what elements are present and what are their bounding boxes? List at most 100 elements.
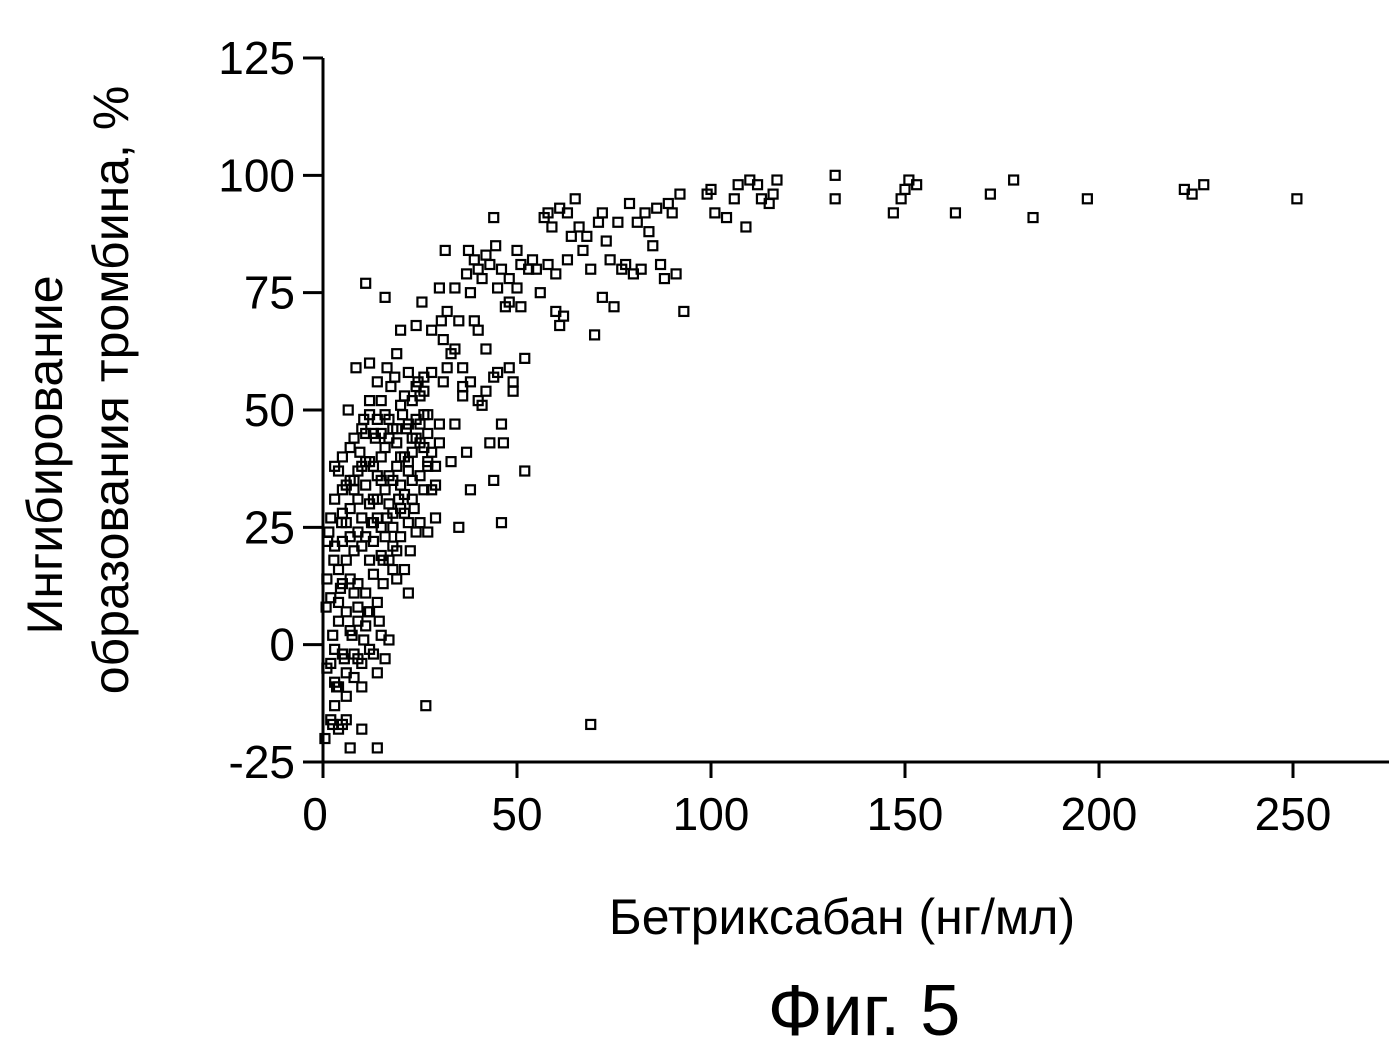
data-point xyxy=(356,512,368,524)
data-point xyxy=(460,446,473,458)
y-tick-label: -25 xyxy=(229,736,295,788)
data-point xyxy=(332,563,345,576)
data-point xyxy=(375,427,387,440)
data-point xyxy=(631,216,643,228)
y-tick-label: 25 xyxy=(244,501,295,553)
data-point xyxy=(356,681,368,693)
data-point xyxy=(581,230,593,242)
data-point xyxy=(395,531,407,543)
data-point xyxy=(453,315,465,327)
data-point xyxy=(476,399,488,411)
data-point xyxy=(371,742,383,754)
data-point xyxy=(472,263,484,275)
data-point xyxy=(519,352,531,364)
data-point xyxy=(449,343,461,355)
data-point xyxy=(404,545,416,557)
data-point xyxy=(437,376,449,388)
data-point xyxy=(422,427,434,440)
data-point xyxy=(344,742,356,754)
data-point xyxy=(596,207,608,219)
x-tick-label: 250 xyxy=(1255,788,1332,840)
data-point xyxy=(410,319,422,332)
data-point xyxy=(433,418,445,430)
data-point xyxy=(728,193,740,205)
data-point xyxy=(375,629,387,641)
data-point xyxy=(666,207,678,219)
x-tick-label: 0 xyxy=(302,788,328,840)
data-point xyxy=(480,385,492,397)
data-point xyxy=(395,399,407,411)
data-point xyxy=(332,615,345,627)
data-point xyxy=(391,423,403,435)
data-point xyxy=(363,395,376,407)
data-point xyxy=(336,484,348,496)
data-point xyxy=(356,460,368,472)
data-point xyxy=(464,484,477,496)
data-point xyxy=(511,244,523,257)
data-point xyxy=(344,441,356,454)
data-point xyxy=(829,193,841,205)
data-point xyxy=(468,254,480,266)
data-point xyxy=(433,282,445,294)
data-point xyxy=(460,268,473,280)
data-point xyxy=(550,268,562,280)
data-point xyxy=(379,653,391,665)
data-point xyxy=(464,287,477,299)
data-point xyxy=(383,554,395,566)
data-point xyxy=(387,540,399,552)
data-point xyxy=(360,427,372,440)
data-point xyxy=(420,700,432,712)
data-point xyxy=(410,432,422,444)
y-axis-title: Ингибирование образования тромбина, % xyxy=(17,86,139,695)
data-point xyxy=(377,578,389,590)
data-point xyxy=(367,493,380,505)
data-point xyxy=(371,667,383,679)
data-point xyxy=(569,193,581,205)
data-point xyxy=(414,517,426,529)
data-point xyxy=(379,531,391,543)
data-point xyxy=(433,437,445,449)
data-point xyxy=(503,272,515,285)
x-tick-label: 50 xyxy=(491,788,542,840)
data-point xyxy=(356,723,368,735)
data-point xyxy=(488,474,500,486)
data-point xyxy=(464,376,477,388)
data-point xyxy=(344,624,356,637)
x-tick-label: 200 xyxy=(1061,788,1138,840)
data-point xyxy=(623,197,636,210)
data-point xyxy=(344,474,356,486)
data-point xyxy=(1081,193,1093,205)
data-point xyxy=(554,319,566,332)
data-points xyxy=(319,169,1303,754)
data-point xyxy=(449,418,461,430)
data-point xyxy=(418,371,430,383)
data-point xyxy=(437,334,449,346)
data-point xyxy=(402,418,414,430)
data-point xyxy=(360,277,372,289)
data-point xyxy=(732,179,744,191)
data-point xyxy=(398,563,411,576)
data-point xyxy=(340,714,352,726)
data-point xyxy=(336,451,348,463)
data-point xyxy=(379,291,391,303)
y-axis-title-line1: Ингибирование xyxy=(17,275,73,634)
data-point xyxy=(674,188,686,200)
data-point xyxy=(356,657,368,670)
data-point xyxy=(340,690,352,702)
data-point xyxy=(445,456,457,468)
data-point xyxy=(439,244,451,257)
y-tick-label: 0 xyxy=(269,619,295,671)
data-point xyxy=(484,258,496,271)
data-point xyxy=(329,493,341,505)
data-point xyxy=(383,498,395,510)
data-point xyxy=(418,484,430,496)
data-point xyxy=(367,568,380,580)
data-point xyxy=(495,263,508,275)
data-point xyxy=(462,244,475,257)
data-point xyxy=(416,296,428,308)
data-point xyxy=(375,451,387,463)
data-point xyxy=(647,240,659,252)
data-point xyxy=(542,207,554,219)
data-point xyxy=(360,531,372,543)
